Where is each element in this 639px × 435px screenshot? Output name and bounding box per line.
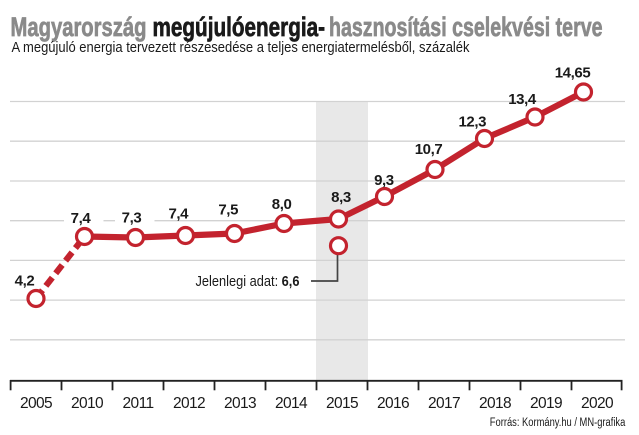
svg-text:2019: 2019 — [530, 395, 562, 412]
svg-text:hasznosítási cselekvési terve: hasznosítási cselekvési terve — [329, 12, 603, 42]
svg-text:2005: 2005 — [20, 395, 52, 412]
svg-text:14,65: 14,65 — [555, 65, 591, 82]
svg-text:13,4: 13,4 — [508, 91, 537, 108]
svg-text:A megújuló energia tervezett r: A megújuló energia tervezett részesedése… — [12, 39, 470, 56]
svg-text:2013: 2013 — [224, 395, 256, 412]
svg-text:2017: 2017 — [428, 395, 460, 412]
svg-text:2014: 2014 — [275, 395, 308, 412]
svg-text:7,4: 7,4 — [168, 205, 189, 222]
svg-text:megújulóenergia-: megújulóenergia- — [153, 12, 326, 42]
svg-text:Magyarország: Magyarország — [11, 12, 147, 42]
svg-text:9,3: 9,3 — [374, 172, 394, 189]
svg-text:2015: 2015 — [326, 395, 358, 412]
svg-text:8,0: 8,0 — [272, 196, 292, 213]
svg-text:4,2: 4,2 — [15, 273, 35, 290]
svg-text:Forrás: Kormány.hu / MN-grafik: Forrás: Kormány.hu / MN-grafika — [490, 417, 626, 429]
svg-text:7,4: 7,4 — [71, 210, 92, 227]
svg-text:10,7: 10,7 — [415, 141, 443, 158]
svg-text:7,5: 7,5 — [218, 202, 238, 219]
svg-text:12,3: 12,3 — [458, 114, 486, 131]
svg-text:7,3: 7,3 — [122, 210, 142, 227]
svg-text:2012: 2012 — [173, 395, 205, 412]
svg-text:2016: 2016 — [377, 395, 409, 412]
svg-text:2011: 2011 — [123, 395, 154, 412]
svg-text:Jelenlegi adat: 6,6: Jelenlegi adat: 6,6 — [196, 273, 300, 290]
svg-text:2020: 2020 — [581, 395, 614, 412]
svg-text:8,3: 8,3 — [331, 189, 351, 206]
svg-text:2018: 2018 — [479, 395, 511, 412]
svg-text:2010: 2010 — [71, 395, 104, 412]
